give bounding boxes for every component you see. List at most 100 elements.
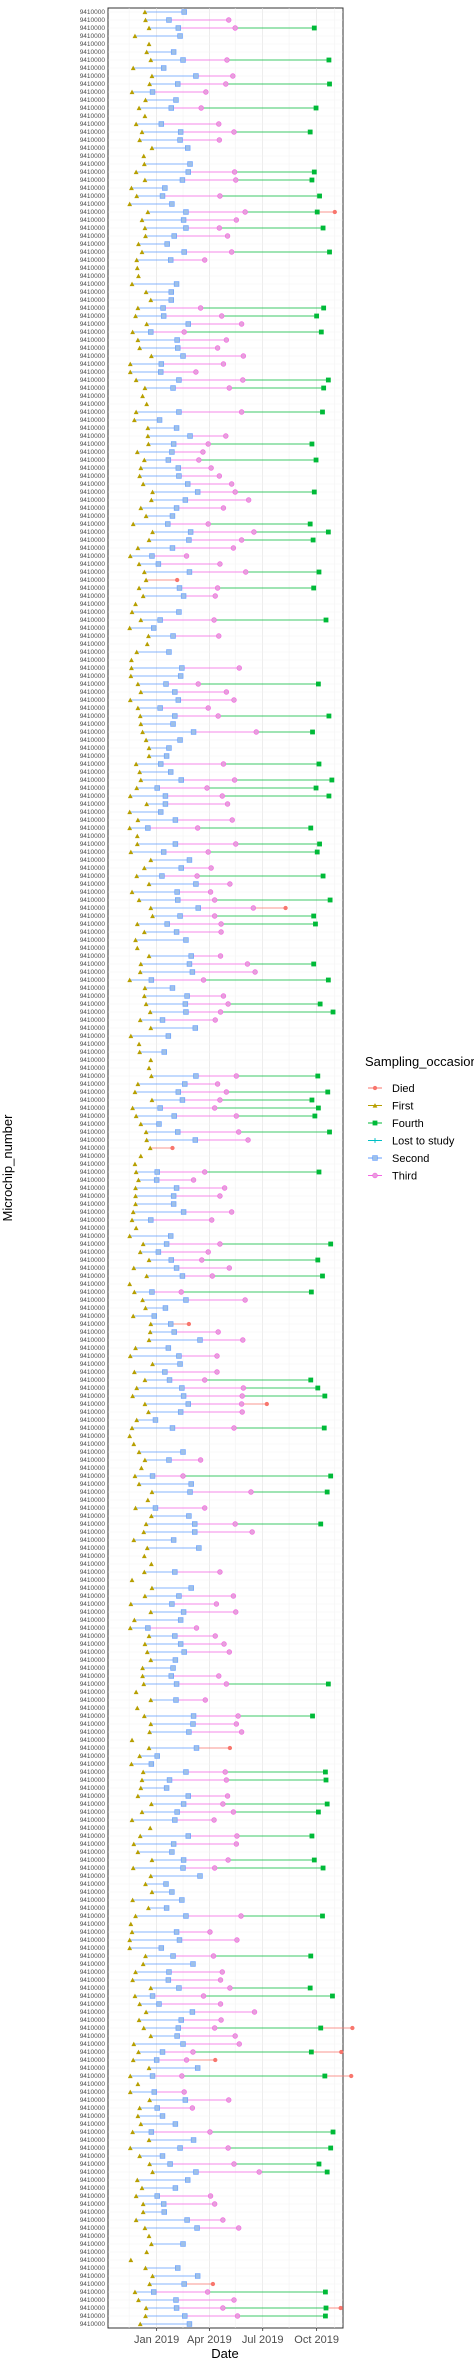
data-point bbox=[133, 1113, 139, 1119]
table-row bbox=[134, 873, 326, 879]
y-tick-label: 9410000 bbox=[80, 833, 106, 840]
data-point bbox=[192, 1025, 199, 1031]
y-tick-label: 9410000 bbox=[80, 1553, 106, 1560]
y-tick-label: 9410000 bbox=[80, 233, 106, 240]
y-tick-label: 9410000 bbox=[80, 1345, 106, 1352]
table-row bbox=[146, 1257, 321, 1263]
data-point bbox=[172, 1657, 179, 1663]
y-tick-label: 9410000 bbox=[80, 2017, 106, 2024]
data-point bbox=[309, 1833, 315, 1839]
y-tick-label: 9410000 bbox=[80, 193, 106, 200]
table-row bbox=[141, 1529, 255, 1535]
table-row bbox=[142, 177, 315, 183]
data-point bbox=[132, 33, 138, 39]
y-tick-label: 9410000 bbox=[80, 2241, 106, 2248]
data-point bbox=[184, 2217, 190, 2223]
table-row bbox=[141, 1569, 223, 1575]
data-point bbox=[307, 1985, 313, 1991]
y-tick-label: 9410000 bbox=[80, 857, 106, 864]
data-point bbox=[216, 225, 223, 231]
table-row bbox=[148, 1721, 240, 1727]
data-point bbox=[252, 969, 258, 975]
y-tick-label: 9410000 bbox=[80, 1841, 106, 1848]
data-point bbox=[127, 809, 133, 815]
data-point bbox=[264, 1401, 269, 1407]
table-row bbox=[142, 2225, 242, 2231]
table-row bbox=[135, 2081, 141, 2087]
table-row bbox=[143, 2305, 343, 2311]
data-point bbox=[134, 2177, 140, 2183]
table-row bbox=[149, 145, 191, 151]
table-row bbox=[144, 401, 150, 407]
data-point bbox=[129, 609, 135, 615]
data-point bbox=[169, 201, 175, 207]
y-tick-label: 9410000 bbox=[80, 1913, 106, 1920]
table-row bbox=[131, 417, 163, 423]
data-point bbox=[186, 2321, 193, 2327]
data-point bbox=[171, 1329, 177, 1335]
y-tick-label: 9410000 bbox=[80, 1497, 106, 1504]
table-row bbox=[130, 65, 167, 71]
data-point bbox=[339, 2049, 344, 2055]
table-row bbox=[136, 2017, 224, 2023]
data-point bbox=[135, 545, 141, 551]
data-point bbox=[133, 1169, 139, 1175]
data-point bbox=[189, 2009, 196, 2015]
data-point bbox=[175, 465, 182, 471]
data-point bbox=[207, 2193, 214, 2199]
data-point bbox=[318, 2025, 324, 2031]
data-point bbox=[175, 1089, 182, 1095]
data-point bbox=[148, 297, 154, 303]
data-point bbox=[176, 409, 182, 415]
data-point bbox=[142, 9, 148, 15]
legend-key bbox=[372, 1155, 378, 1161]
table-row bbox=[138, 465, 214, 471]
data-point bbox=[165, 1033, 172, 1039]
data-point bbox=[312, 1113, 318, 1119]
y-tick-label: 9410000 bbox=[80, 569, 106, 576]
data-point bbox=[146, 2233, 152, 2239]
data-point bbox=[321, 385, 327, 391]
data-point bbox=[192, 1521, 198, 1527]
y-tick-label: 9410000 bbox=[80, 473, 106, 480]
data-point bbox=[143, 737, 149, 743]
y-tick-label: 9410000 bbox=[80, 2049, 106, 2056]
y-tick-label: 9410000 bbox=[80, 1769, 106, 1776]
data-point bbox=[215, 713, 221, 719]
data-point bbox=[315, 1073, 321, 1079]
data-point bbox=[204, 2289, 211, 2295]
y-tick-label: 9410000 bbox=[80, 1929, 106, 1936]
data-point bbox=[186, 1513, 192, 1519]
y-tick-label: 9410000 bbox=[80, 873, 106, 880]
data-point bbox=[202, 1697, 208, 1703]
y-tick-label: 9410000 bbox=[80, 961, 106, 968]
data-point bbox=[183, 1297, 189, 1303]
table-row bbox=[148, 497, 252, 503]
y-tick-label: 9410000 bbox=[80, 1937, 106, 1944]
data-point bbox=[141, 153, 147, 159]
y-tick-label: 9410000 bbox=[80, 1097, 106, 1104]
data-point bbox=[251, 2009, 258, 2015]
data-point bbox=[148, 1609, 154, 1615]
data-point bbox=[159, 2153, 166, 2159]
table-row bbox=[136, 105, 319, 111]
data-point bbox=[311, 489, 317, 495]
data-point bbox=[132, 1089, 138, 1095]
data-point bbox=[164, 241, 170, 247]
y-tick-label: 9410000 bbox=[80, 1777, 106, 1784]
data-point bbox=[135, 1793, 141, 1799]
data-point bbox=[142, 177, 148, 183]
data-point bbox=[233, 1609, 239, 1615]
data-point bbox=[174, 577, 180, 583]
data-point bbox=[221, 1641, 227, 1647]
data-point bbox=[320, 873, 326, 879]
data-point bbox=[129, 665, 134, 671]
table-row bbox=[133, 1689, 139, 1695]
data-point bbox=[166, 17, 172, 23]
data-point bbox=[130, 521, 136, 527]
data-point bbox=[133, 2217, 139, 2223]
data-point bbox=[140, 1673, 145, 1679]
data-point bbox=[193, 73, 199, 79]
data-point bbox=[143, 1521, 149, 1527]
table-row bbox=[131, 1441, 137, 1447]
